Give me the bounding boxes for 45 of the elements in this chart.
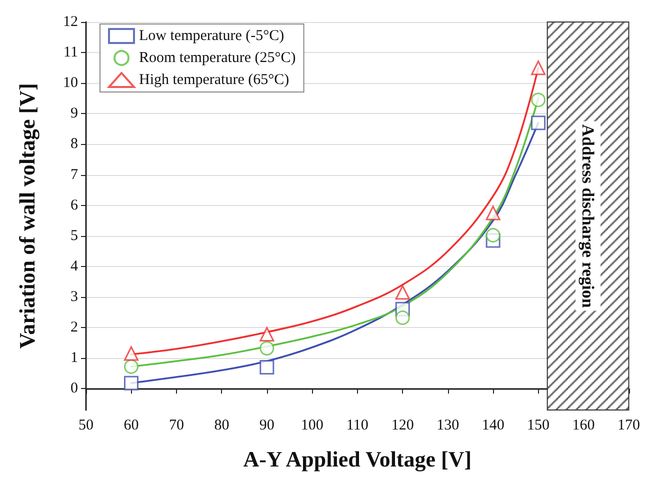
y-tick-label: 8	[70, 136, 78, 152]
point	[531, 60, 546, 76]
point	[124, 376, 138, 390]
y-axis-title: Variation of wall voltage [V]	[14, 83, 40, 349]
x-tick-label: 160	[572, 418, 595, 434]
legend-label: Room temperature (25°C)	[139, 50, 296, 66]
point	[124, 346, 138, 361]
y-tick-label: 10	[63, 75, 78, 92]
x-tick-label: 150	[527, 418, 550, 434]
x-tick-label: 80	[214, 418, 230, 434]
point	[486, 206, 500, 220]
y-tick-label: 7	[70, 166, 78, 183]
x-tick-label: 110	[346, 418, 368, 434]
y-tick-label: 0	[70, 380, 78, 397]
point	[124, 359, 138, 374]
legend-label: High temperature (65°C)	[139, 72, 290, 88]
y-tick-label: 5	[70, 228, 78, 244]
x-tick-label: 90	[259, 418, 274, 434]
x-tick-label: 170	[618, 418, 640, 434]
x-tick-label: 120	[391, 418, 414, 434]
x-axis-title: A-Y Applied Voltage [V]	[243, 446, 472, 472]
x-tick-label: 140	[482, 418, 504, 434]
x-tick-label: 60	[124, 418, 139, 434]
band-label: Address discharge region	[578, 124, 598, 308]
y-tick-label: 12	[63, 14, 78, 30]
point	[260, 326, 274, 342]
x-tick-label: 70	[168, 418, 184, 434]
point	[260, 341, 274, 356]
point	[531, 92, 546, 108]
legend-label: Low temperature (-5°C)	[139, 28, 284, 44]
y-tick-label: 4	[70, 258, 78, 274]
x-tick-label: 100	[300, 418, 324, 434]
y-tick-label: 6	[70, 197, 78, 214]
y-tick-label: 9	[70, 106, 78, 122]
x-tick-label: 50	[78, 418, 94, 434]
point	[531, 116, 546, 130]
y-tick-label: 11	[64, 44, 78, 61]
y-tick-label: 3	[70, 288, 78, 305]
y-tick-label: 2	[70, 320, 78, 336]
point	[486, 228, 500, 242]
point	[395, 285, 410, 300]
point	[395, 310, 410, 325]
point	[260, 360, 274, 374]
y-tick-label: 1	[70, 350, 78, 366]
x-tick-label: 130	[436, 418, 460, 434]
